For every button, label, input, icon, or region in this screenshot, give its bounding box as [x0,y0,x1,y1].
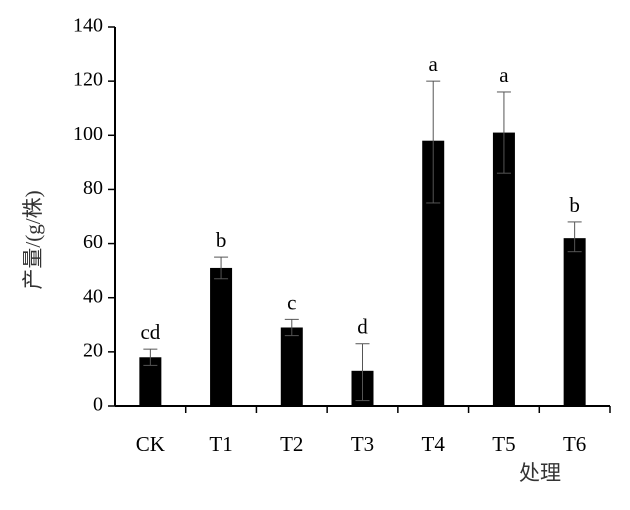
x-tick-label: CK [136,432,165,456]
plot-area: 0 20 40 60 80 100 120 140 cd CK b T1 c T2 d T3 a T4 a T5 b T6 [73,15,611,456]
x-tick-label: T3 [351,432,374,456]
x-tick-label: T1 [209,432,232,456]
significance-label: cd [140,320,160,344]
significance-label: d [357,315,368,339]
bar-t5 [492,132,515,407]
x-tick-label: T2 [280,432,303,456]
y-tick-label: 40 [83,285,103,307]
bar-ck [139,357,162,406]
significance-label: a [429,52,439,76]
bar-t1 [210,267,233,406]
x-axis-title: 处理 [519,461,561,485]
bar-t2 [280,327,303,406]
significance-label: a [499,63,509,87]
y-tick-label: 0 [93,394,103,416]
significance-label: c [287,290,296,314]
y-tick-label: 60 [83,231,103,253]
x-tick-label: T5 [492,432,515,456]
bar-t4 [422,140,445,406]
y-tick-label: 120 [73,69,103,91]
x-tick-label: T6 [563,432,586,456]
y-tick-label: 100 [73,123,103,145]
y-tick-label: 20 [83,339,103,361]
bar-t6 [563,238,586,406]
significance-label: b [216,228,227,252]
y-tick-label: 140 [73,15,103,37]
x-tick-label: T4 [422,432,446,456]
significance-label: b [569,193,580,217]
y-tick-label: 80 [83,177,103,199]
y-axis-title: 产量/(g/株) [21,190,45,289]
